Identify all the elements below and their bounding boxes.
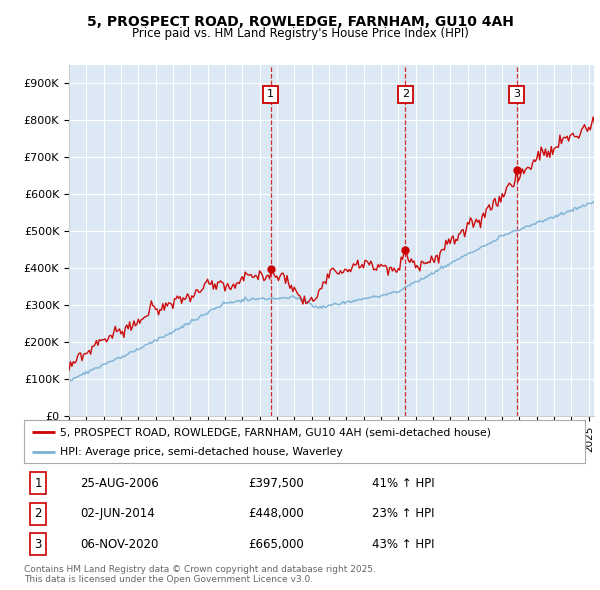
Text: 5, PROSPECT ROAD, ROWLEDGE, FARNHAM, GU10 4AH: 5, PROSPECT ROAD, ROWLEDGE, FARNHAM, GU1… [86, 15, 514, 30]
Text: Price paid vs. HM Land Registry's House Price Index (HPI): Price paid vs. HM Land Registry's House … [131, 27, 469, 40]
Text: 25-AUG-2006: 25-AUG-2006 [80, 477, 159, 490]
Text: HPI: Average price, semi-detached house, Waverley: HPI: Average price, semi-detached house,… [61, 447, 343, 457]
Text: 5, PROSPECT ROAD, ROWLEDGE, FARNHAM, GU10 4AH (semi-detached house): 5, PROSPECT ROAD, ROWLEDGE, FARNHAM, GU1… [61, 427, 491, 437]
Text: 2: 2 [402, 90, 409, 100]
Text: £397,500: £397,500 [248, 477, 304, 490]
Text: 1: 1 [34, 477, 42, 490]
Text: £448,000: £448,000 [248, 507, 304, 520]
Text: 3: 3 [513, 90, 520, 100]
Text: 3: 3 [34, 538, 42, 551]
Text: 23% ↑ HPI: 23% ↑ HPI [372, 507, 434, 520]
Text: 1: 1 [267, 90, 274, 100]
Text: 43% ↑ HPI: 43% ↑ HPI [372, 538, 434, 551]
Text: £665,000: £665,000 [248, 538, 304, 551]
Text: 06-NOV-2020: 06-NOV-2020 [80, 538, 158, 551]
Text: Contains HM Land Registry data © Crown copyright and database right 2025.
This d: Contains HM Land Registry data © Crown c… [24, 565, 376, 584]
Text: 41% ↑ HPI: 41% ↑ HPI [372, 477, 434, 490]
Text: 02-JUN-2014: 02-JUN-2014 [80, 507, 155, 520]
Text: 2: 2 [34, 507, 42, 520]
